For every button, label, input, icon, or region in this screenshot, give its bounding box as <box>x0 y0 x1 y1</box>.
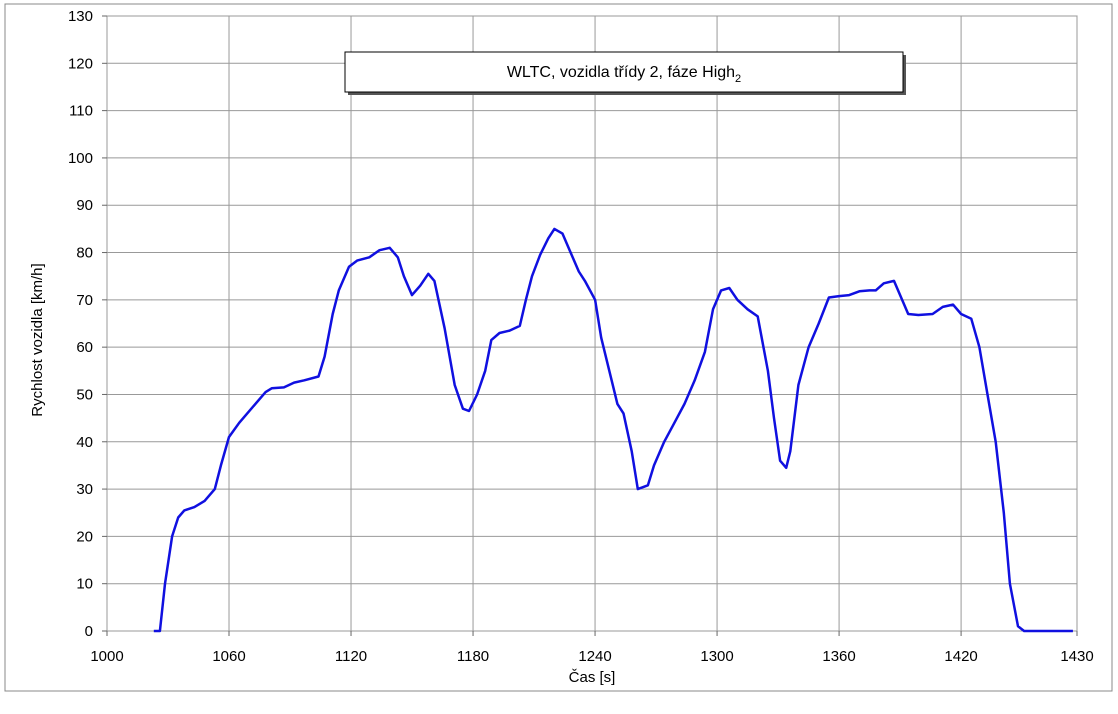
y-tick-label: 80 <box>76 245 93 262</box>
frame <box>4 3 1113 692</box>
y-tick-label: 50 <box>76 386 93 403</box>
y-tick-label: 20 <box>76 528 93 545</box>
y-tick-label: 120 <box>68 55 93 72</box>
chart-title: WLTC, vozidla třídy 2, fáze High2 <box>507 64 741 85</box>
x-tick-label: 1360 <box>822 648 855 665</box>
y-tick-label: 30 <box>76 481 93 498</box>
y-tick-label: 90 <box>76 197 93 214</box>
plot-area <box>106 15 1078 632</box>
y-tick-label: 10 <box>76 576 93 593</box>
x-tick-label: 1430 <box>1060 648 1093 665</box>
y-tick-label: 40 <box>76 434 93 451</box>
y-tick-label: 70 <box>76 292 93 309</box>
y-tick-label: 110 <box>69 103 93 120</box>
y-tick-label: 60 <box>76 339 93 356</box>
y-tick-label: 100 <box>68 150 93 167</box>
x-tick-label: 1120 <box>335 648 367 665</box>
x-tick-label: 1180 <box>457 648 489 665</box>
title-box <box>344 51 904 93</box>
x-tick-label: 1300 <box>700 648 733 665</box>
x-tick-label: 1000 <box>90 648 123 665</box>
x-tick-label: 1240 <box>578 648 611 665</box>
y-tick-label: 130 <box>68 8 93 25</box>
x-tick-label: 1420 <box>944 648 977 665</box>
x-axis-label: Čas [s] <box>569 669 616 686</box>
title-subscript: 2 <box>735 73 741 85</box>
x-tick-label: 1060 <box>212 648 245 665</box>
y-tick-label: 0 <box>85 623 93 640</box>
title-text: WLTC, vozidla třídy 2, fáze High <box>507 64 735 81</box>
y-axis-label: Rychlost vozidla [km/h] <box>29 263 46 416</box>
data-line <box>153 227 1073 633</box>
